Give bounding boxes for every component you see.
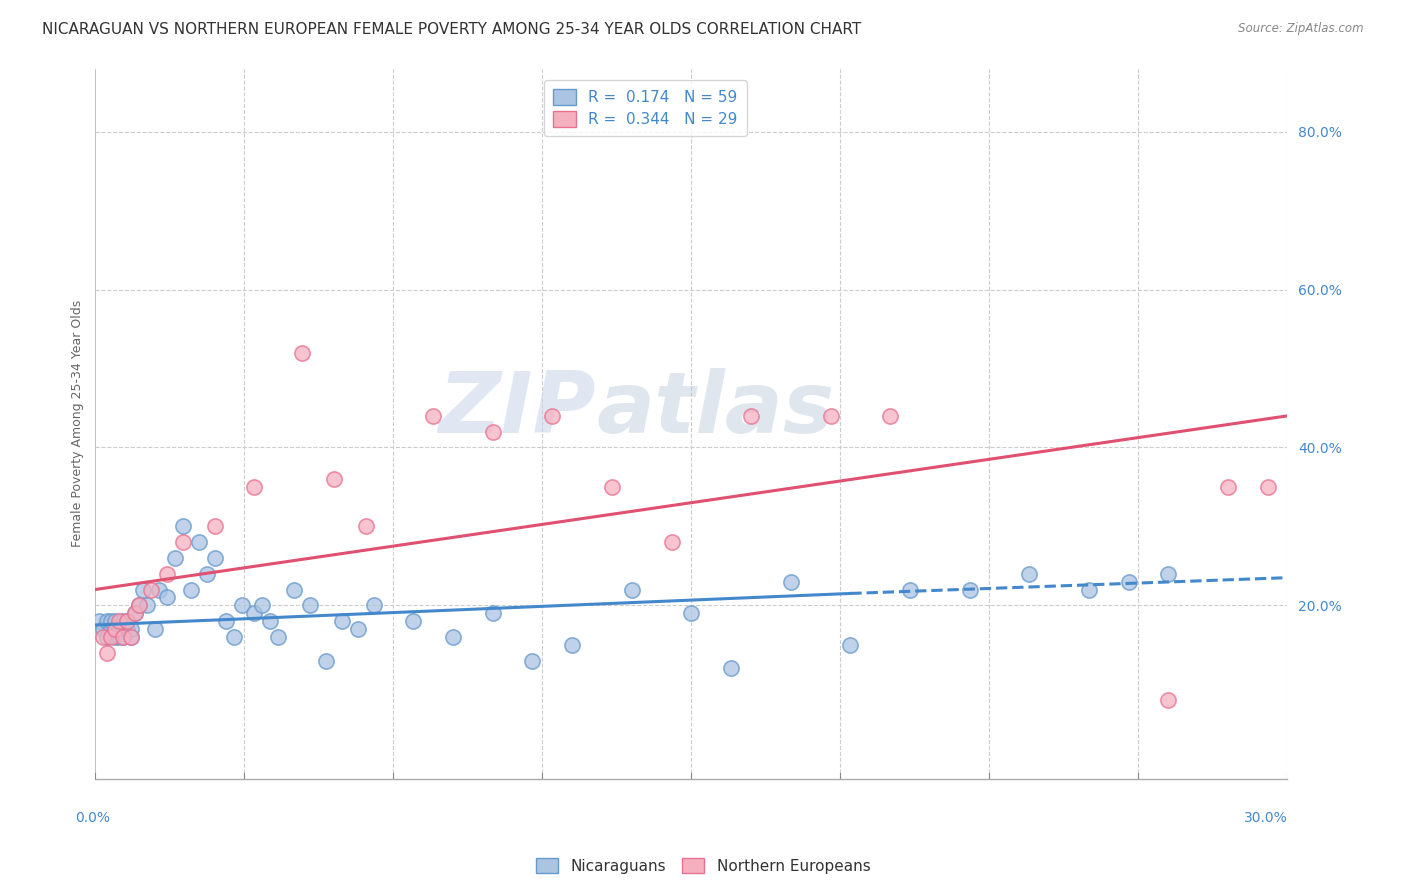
Point (259, 614, 281, 628)
Point (322, 472, 344, 486)
Point (128, 599, 150, 613)
Point (291, 345, 314, 359)
Point (195, 566, 218, 581)
Point (600, 480, 623, 494)
Point (187, 535, 209, 549)
Point (346, 622, 368, 636)
Point (139, 582, 162, 597)
Point (96, 630, 118, 644)
Point (180, 582, 202, 597)
Point (402, 614, 425, 628)
Point (522, 654, 544, 668)
Text: NICARAGUAN VS NORTHERN EUROPEAN FEMALE POVERTY AMONG 25-34 YEAR OLDS CORRELATION: NICARAGUAN VS NORTHERN EUROPEAN FEMALE P… (42, 22, 862, 37)
Point (108, 622, 131, 636)
Point (91, 630, 114, 644)
Point (100, 622, 122, 636)
Point (224, 630, 246, 644)
Y-axis label: Female Poverty Among 25-34 Year Olds: Female Poverty Among 25-34 Year Olds (72, 300, 84, 548)
Point (112, 630, 135, 644)
Legend: Nicaraguans, Northern Europeans: Nicaraguans, Northern Europeans (530, 852, 876, 880)
Point (89, 614, 111, 628)
Point (422, 409, 444, 423)
Point (100, 630, 122, 644)
Point (779, 574, 801, 589)
Point (481, 425, 503, 439)
Point (839, 638, 862, 652)
Point (720, 661, 742, 675)
Text: atlas: atlas (596, 368, 834, 451)
Point (128, 599, 150, 613)
Point (231, 599, 253, 613)
Point (104, 622, 127, 636)
Point (267, 630, 290, 644)
Point (112, 630, 135, 644)
Point (681, 606, 703, 620)
Point (115, 614, 138, 628)
Point (820, 409, 842, 423)
Point (204, 550, 226, 565)
Point (120, 622, 142, 636)
Text: Source: ZipAtlas.com: Source: ZipAtlas.com (1239, 22, 1364, 36)
Point (132, 582, 155, 597)
Point (283, 582, 305, 597)
Point (1257, 480, 1279, 494)
Point (148, 582, 170, 597)
Point (120, 630, 142, 644)
Point (96, 646, 118, 660)
Point (1018, 566, 1040, 581)
Point (108, 614, 131, 628)
Point (215, 614, 238, 628)
Point (156, 591, 179, 605)
Text: 30.0%: 30.0% (1244, 811, 1288, 824)
Point (252, 599, 274, 613)
Point (91, 622, 114, 636)
Point (156, 566, 179, 581)
Point (441, 630, 464, 644)
Point (172, 535, 194, 549)
Point (112, 614, 135, 628)
Point (243, 480, 266, 494)
Point (740, 409, 762, 423)
Point (104, 630, 127, 644)
Point (115, 614, 138, 628)
Point (108, 630, 131, 644)
Point (104, 622, 127, 636)
Point (120, 630, 142, 644)
Point (96, 614, 118, 628)
Point (1157, 693, 1180, 707)
Point (661, 535, 683, 549)
Point (898, 582, 921, 597)
Point (100, 614, 122, 628)
Point (561, 638, 583, 652)
Point (124, 606, 146, 620)
Point (354, 519, 377, 533)
Point (541, 409, 564, 423)
Point (363, 599, 385, 613)
Legend: R =  0.174   N = 59, R =  0.344   N = 29: R = 0.174 N = 59, R = 0.344 N = 29 (544, 79, 747, 136)
Point (136, 599, 159, 613)
Point (243, 606, 266, 620)
Point (330, 614, 353, 628)
Point (481, 606, 503, 620)
Point (315, 654, 337, 668)
Point (104, 614, 127, 628)
Point (143, 622, 166, 636)
Point (115, 622, 138, 636)
Point (124, 606, 146, 620)
Point (1118, 574, 1140, 589)
Point (298, 599, 321, 613)
Text: 0.0%: 0.0% (76, 811, 111, 824)
Point (163, 550, 186, 565)
Point (879, 409, 901, 423)
Point (1216, 480, 1239, 494)
Point (1157, 566, 1180, 581)
Point (959, 582, 981, 597)
Point (172, 519, 194, 533)
Point (1077, 582, 1099, 597)
Point (620, 582, 643, 597)
Text: ZIP: ZIP (439, 368, 596, 451)
Point (204, 519, 226, 533)
